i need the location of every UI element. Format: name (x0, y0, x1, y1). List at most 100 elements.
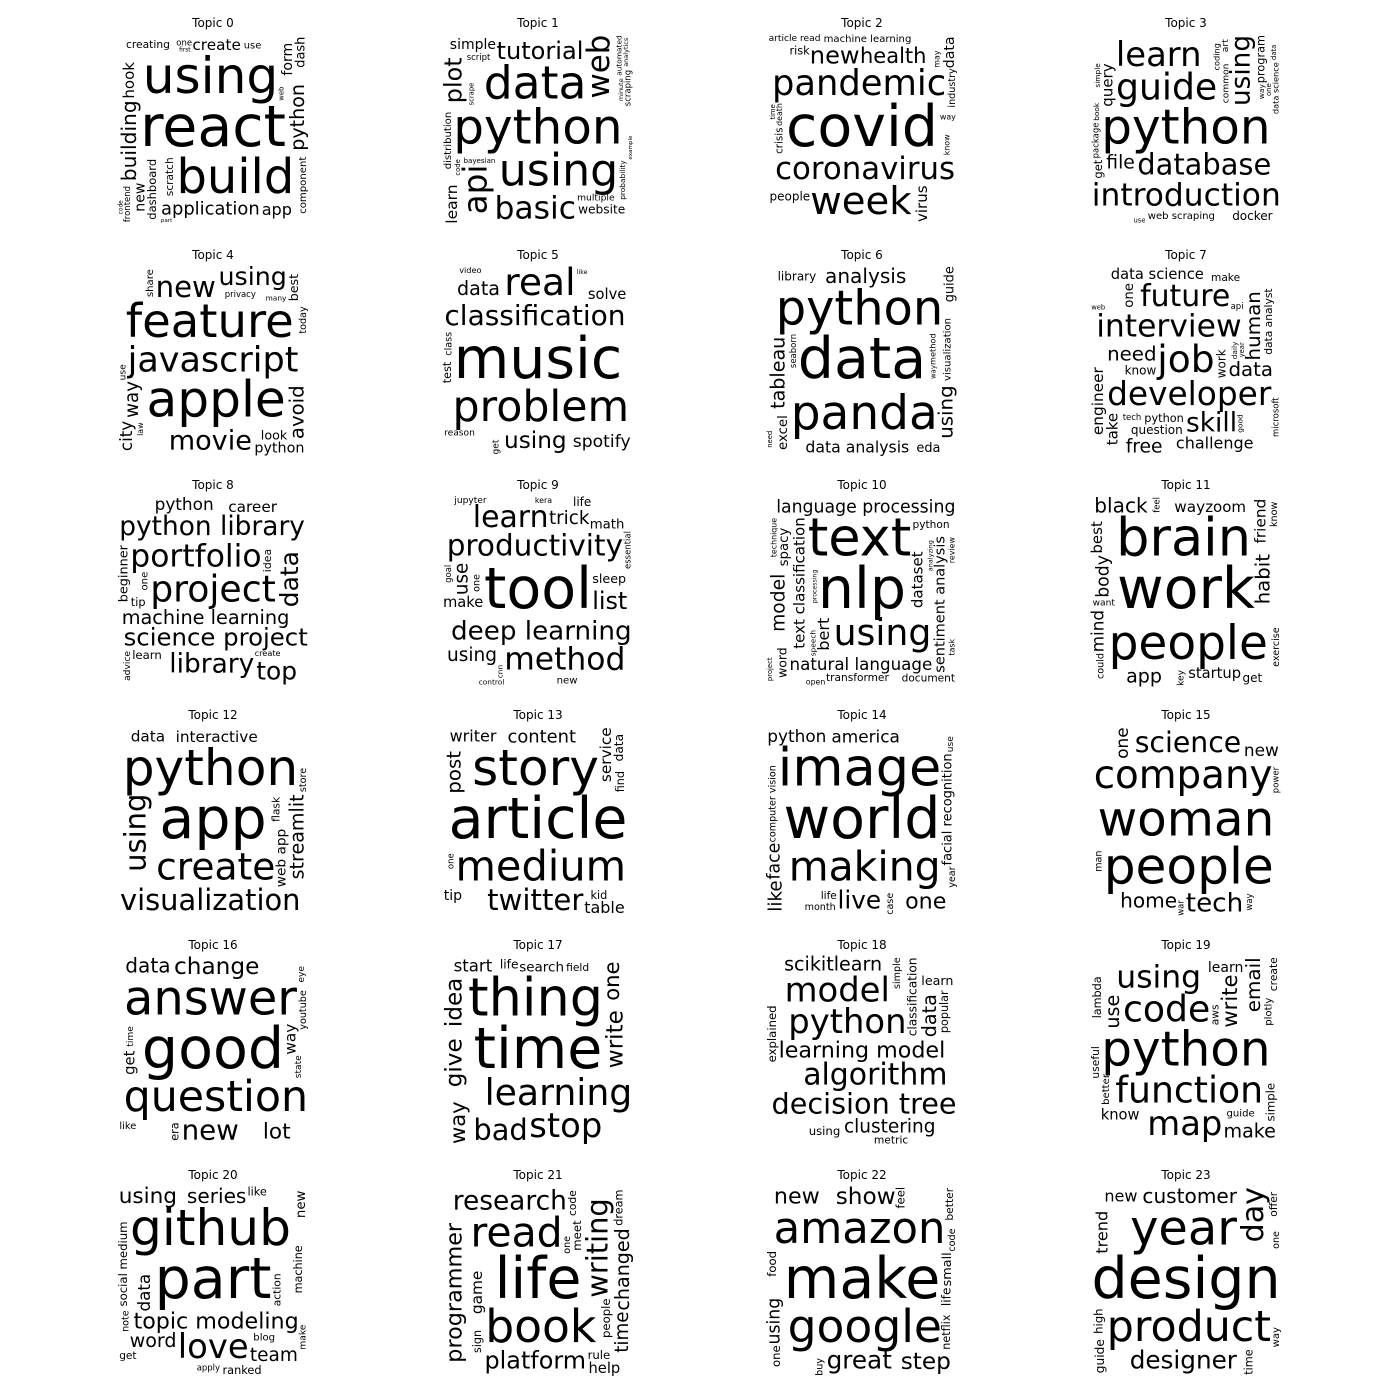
topic-panel: Topic 13 article story medium twitter post con… (441, 708, 635, 918)
topic-panel: Topic 16 good question answer new change lot da… (116, 938, 310, 1148)
word: part (161, 218, 173, 224)
word: step (901, 1348, 951, 1375)
topic-panel: Topic 5 music problem classification real usi… (441, 248, 635, 458)
word: youtube (298, 990, 309, 1030)
wordcloud: data python panda analysis data analysis tabl… (765, 264, 959, 458)
word: python (767, 726, 826, 746)
word: create (156, 845, 275, 889)
word: learn (132, 648, 162, 662)
word: eda (916, 441, 940, 456)
word: part (155, 1246, 272, 1312)
word: black (1094, 494, 1148, 518)
word: know (1269, 501, 1280, 527)
word: guide (943, 266, 958, 302)
word: best (286, 274, 301, 301)
word: solve (588, 286, 626, 303)
word: learn (1116, 35, 1202, 74)
panel-title: Topic 16 (188, 938, 238, 952)
word: day (1236, 1187, 1271, 1242)
word: best (1089, 521, 1106, 554)
topic-panel: Topic 23 design product year designer day cust… (1089, 1168, 1283, 1378)
word: world (784, 786, 941, 852)
word: people (770, 190, 811, 204)
word: data (275, 551, 304, 607)
word: tech (1123, 413, 1142, 423)
word: way (1174, 498, 1205, 516)
panel-title: Topic 14 (837, 708, 887, 722)
word: map (1147, 1104, 1222, 1143)
word: one (1112, 727, 1132, 758)
word: challenge (1176, 434, 1254, 453)
word: math (590, 518, 625, 533)
panel-title: Topic 0 (192, 16, 234, 30)
word: writer (450, 727, 497, 746)
word: interactive (176, 728, 258, 746)
word: question (1131, 423, 1183, 437)
word: risk (790, 44, 811, 57)
word: one (447, 853, 457, 869)
word: action (271, 1273, 284, 1306)
word: life (940, 1288, 954, 1307)
word: learn (1208, 960, 1243, 976)
word: zoom (1205, 498, 1246, 516)
word: sign (471, 1330, 484, 1353)
word: flask (270, 796, 283, 822)
word: life (495, 1246, 582, 1312)
word: live (838, 886, 882, 915)
word: data analyst (1262, 288, 1275, 354)
word: platform (485, 1347, 587, 1375)
word: simple (1263, 1083, 1277, 1122)
word: program (1254, 35, 1267, 83)
word: using (1227, 35, 1257, 106)
wordcloud: python introduction guide learn using databas… (1089, 32, 1283, 226)
word: control (479, 678, 505, 687)
word: web (1091, 303, 1105, 311)
word: avoid (285, 385, 308, 439)
word: using (834, 611, 932, 654)
word: aws (1208, 1004, 1221, 1025)
panel-title: Topic 20 (188, 1168, 238, 1182)
word: one (471, 574, 482, 592)
word: make (1211, 272, 1240, 284)
word: way (930, 365, 938, 379)
word: want (1093, 598, 1116, 608)
word: real (504, 264, 575, 304)
word: word (775, 647, 790, 677)
topic-panel: Topic 6 data python panda analysis data analy… (765, 248, 959, 458)
word: using (119, 1184, 177, 1209)
word: bayesian (464, 156, 496, 165)
word: make (1224, 1120, 1276, 1143)
word: analysis (825, 264, 906, 288)
panel-title: Topic 5 (517, 248, 559, 262)
word: library (778, 269, 817, 283)
topic-panel: Topic 9 tool deep learning productivity meth… (441, 478, 635, 688)
word: job (1156, 337, 1214, 381)
word: movie (169, 425, 252, 456)
word: service (597, 727, 615, 782)
word: frontend (123, 186, 133, 222)
word: trend (1093, 1211, 1112, 1254)
word: scrape (467, 83, 475, 106)
word: library (169, 649, 254, 680)
word: website (578, 203, 625, 217)
word: method (927, 333, 937, 365)
word: work (1214, 349, 1228, 378)
word: time (769, 104, 777, 119)
word: sentiment analysis (932, 536, 948, 673)
word: law (136, 422, 145, 436)
word: app (159, 786, 266, 852)
word: clustering (844, 1117, 936, 1138)
word: database (1137, 148, 1271, 182)
word: github (130, 1198, 291, 1257)
word: company (1094, 753, 1273, 798)
word: test (441, 361, 454, 383)
word: microsoft (1272, 397, 1282, 437)
word: machine (292, 1245, 305, 1293)
word: web scraping (1148, 211, 1215, 222)
